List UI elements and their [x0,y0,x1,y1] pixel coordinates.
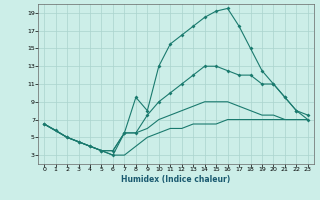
X-axis label: Humidex (Indice chaleur): Humidex (Indice chaleur) [121,175,231,184]
